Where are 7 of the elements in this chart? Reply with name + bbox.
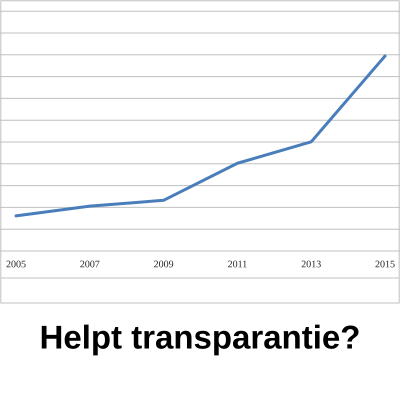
x-tick-label: 2011 xyxy=(228,260,247,268)
x-tick-label: 2009 xyxy=(154,260,174,268)
x-tick-label: 2015 xyxy=(375,260,395,268)
x-tick-label: 2013 xyxy=(302,260,321,268)
x-tick-label: 2007 xyxy=(80,260,100,268)
text: Helpt transparantie? xyxy=(42,324,358,356)
x-tick-label: 2005 xyxy=(6,260,26,268)
